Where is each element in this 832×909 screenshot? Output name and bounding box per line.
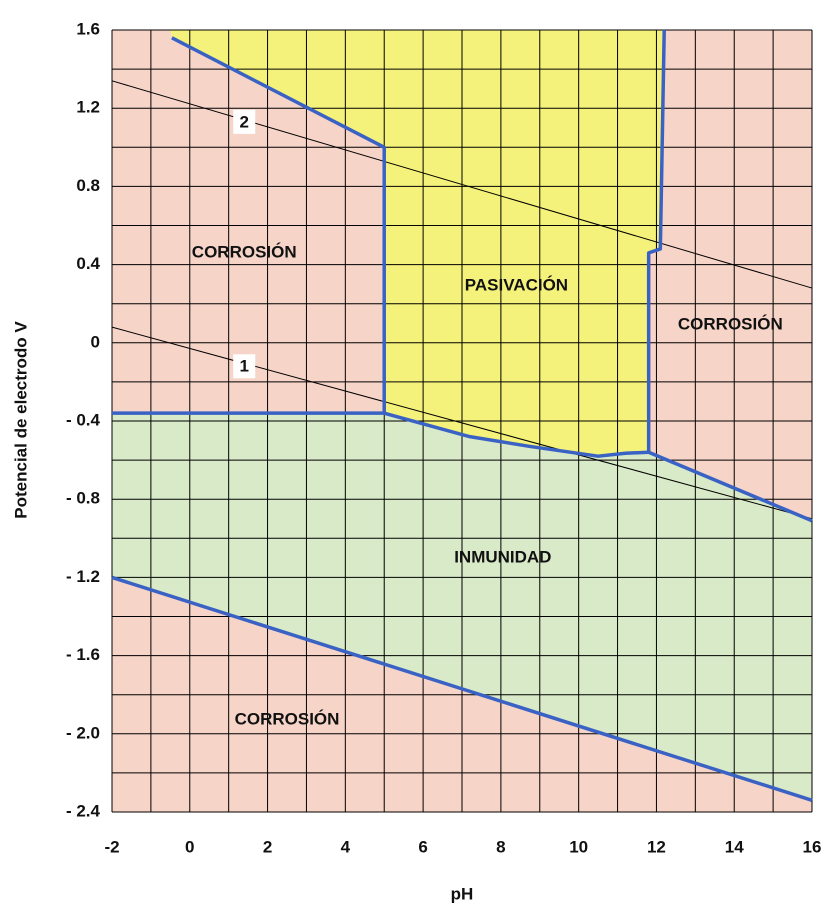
y-tick-label: - 2.4 <box>66 801 101 820</box>
reference-line <box>111 80 813 289</box>
region-label: CORROSIÓN <box>235 710 340 729</box>
y-tick-label: - 1.2 <box>66 567 100 586</box>
y-tick-label: - 0.4 <box>66 410 101 429</box>
region <box>648 30 812 521</box>
region-label: CORROSIÓN <box>678 315 783 334</box>
x-axis-label: pH <box>451 884 474 903</box>
grid <box>111 29 813 813</box>
x-tick-label: 14 <box>725 837 744 856</box>
x-tick-label: 6 <box>418 837 427 856</box>
region <box>112 30 385 414</box>
reference-line <box>111 326 813 520</box>
line-label: 2 <box>239 112 248 131</box>
y-axis-label: Potencial de electrodo V <box>11 321 30 519</box>
y-tick-label: 0 <box>91 332 100 351</box>
region <box>170 30 665 457</box>
boundary-line <box>647 450 813 523</box>
boundary-line <box>111 575 813 802</box>
x-tick-label: 2 <box>263 837 272 856</box>
y-tick-label: 1.2 <box>76 98 100 117</box>
region-label: CORROSIÓN <box>192 242 297 261</box>
line-label-box <box>233 109 256 134</box>
y-tick-label: - 1.6 <box>66 645 100 664</box>
y-tick-label: 1.6 <box>76 19 100 38</box>
line-label: 1 <box>239 357 248 376</box>
x-tick-label: 4 <box>341 837 351 856</box>
x-tick-label: 8 <box>496 837 505 856</box>
x-tick-label: 12 <box>647 837 666 856</box>
region-label: PASIVACIÓN <box>465 276 568 295</box>
x-tick-label: 10 <box>569 837 588 856</box>
lines <box>111 29 813 802</box>
boundary-line <box>383 29 666 458</box>
y-tick-label: - 0.8 <box>66 489 100 508</box>
y-tick-label: 0.4 <box>76 254 100 273</box>
x-tick-label: -2 <box>104 837 119 856</box>
x-tick-label: 16 <box>803 837 822 856</box>
boundary-line <box>112 36 386 415</box>
region-label: INMUNIDAD <box>454 547 551 566</box>
line-label-box <box>233 354 256 379</box>
y-tick-label: - 2.0 <box>66 723 100 742</box>
y-tick-label: 0.8 <box>76 176 100 195</box>
x-tick-label: 0 <box>185 837 194 856</box>
labels: CORROSIÓN PASIVACIÓN CORROSIÓN INMUNIDAD COR… <box>192 109 783 729</box>
